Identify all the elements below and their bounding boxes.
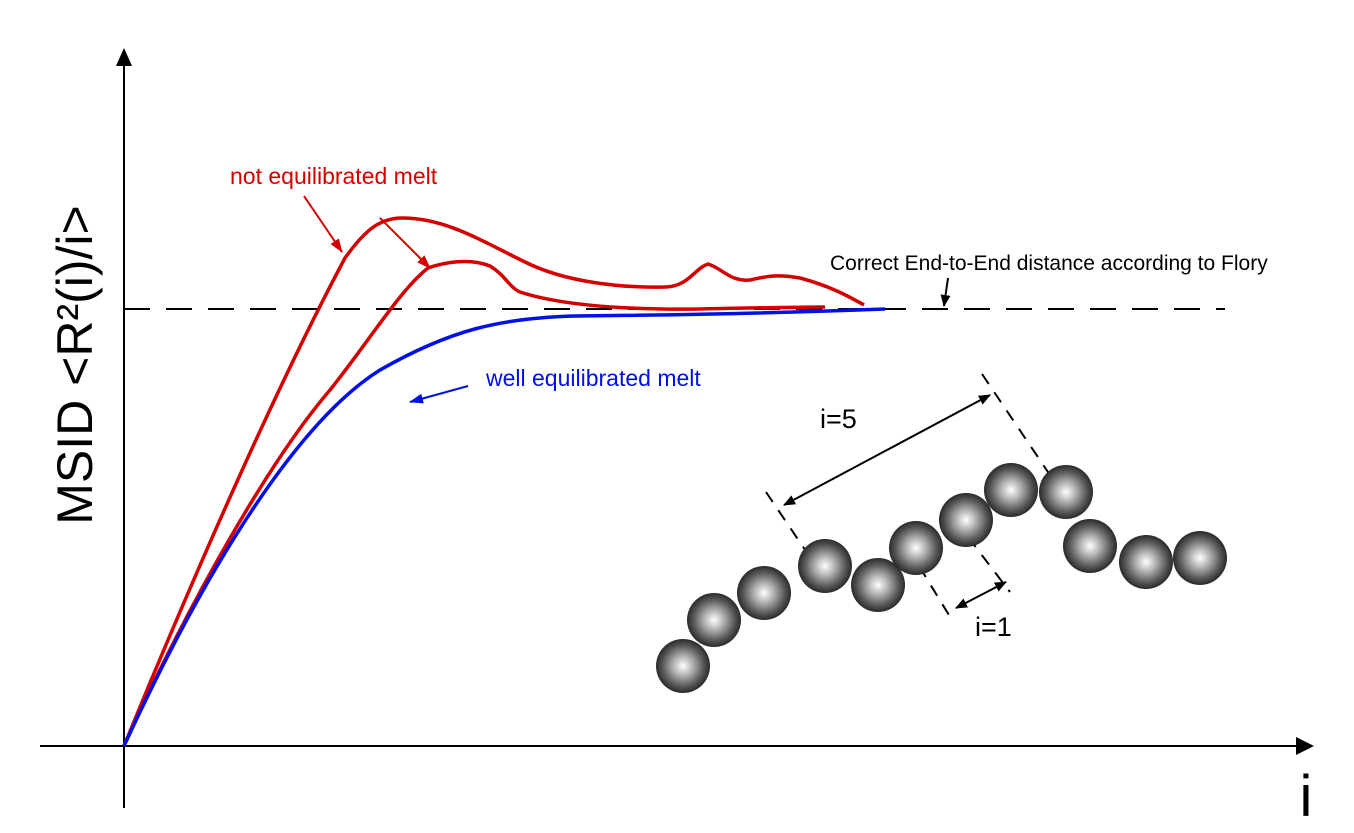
i5-arrow [783,394,991,506]
bead [1063,519,1117,573]
not-equilibrated-curve-upper [122,216,865,747]
polymer-chain [656,463,1227,693]
not-equilibrated-arrow-2 [379,217,431,269]
well-equilibrated-arrow [409,385,469,404]
i1-guide-left [907,547,953,621]
i5-guide-left [765,491,821,573]
i5-guide-right [981,373,1053,479]
not-equilibrated-label: not equilibrated melt [230,163,438,189]
i1-guide-right [954,519,1011,593]
x-axis-label: i [1300,764,1313,829]
well-equilibrated-curve [122,307,886,747]
well-equilibrated-label: well equilibrated melt [485,365,701,391]
not-equilibrated-curve-lower [122,259,826,747]
bead [798,539,852,593]
i1-label: i=1 [975,612,1012,642]
y-axis-arrow-icon [116,48,132,66]
bead [889,521,943,575]
bead [984,463,1038,517]
y-axis-label: MSID <R²(i)/i> [47,205,103,524]
bead [1173,531,1227,585]
bead [656,639,710,693]
not-equilibrated-arrow-1 [303,195,343,253]
flory-label: Correct End-to-End distance according to… [830,252,1268,275]
bead [1119,535,1173,589]
bead [1039,465,1093,519]
bead [851,558,905,612]
flory-arrow [940,277,951,307]
bead [939,493,993,547]
bead [737,566,791,620]
bead [687,593,741,647]
i5-label: i=5 [820,404,857,434]
x-axis-arrow-icon [1296,737,1314,755]
i1-arrow [955,581,1007,609]
